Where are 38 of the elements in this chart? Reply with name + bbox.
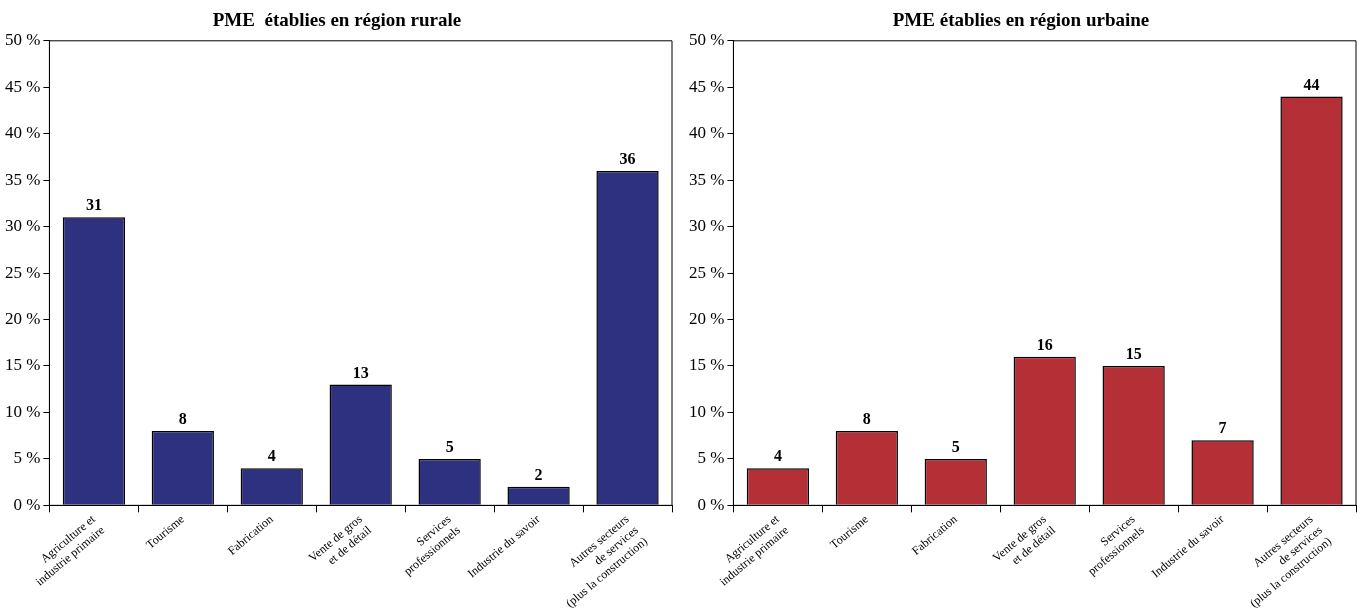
- y-tick-label: 50 %: [688, 30, 725, 50]
- y-tick-label: 10 %: [688, 401, 725, 421]
- data-label: 7: [1218, 419, 1227, 437]
- data-label: 44: [1303, 75, 1320, 93]
- data-label: 4: [267, 447, 276, 465]
- data-label: 36: [619, 150, 636, 168]
- y-tick-label: 30 %: [4, 216, 41, 236]
- y-tick-label: 20 %: [688, 309, 725, 328]
- y-tick-label: 20 %: [4, 309, 41, 328]
- data-label: 2: [534, 465, 543, 483]
- data-label: 31: [85, 196, 102, 214]
- y-tick-label: 35 %: [688, 169, 725, 189]
- y-tick-label: 0 %: [13, 494, 41, 514]
- data-label: 5: [951, 438, 960, 456]
- data-label: 8: [178, 410, 187, 428]
- y-tick-label: 30 %: [688, 216, 725, 236]
- y-tick-label: 15 %: [4, 355, 41, 375]
- chart-title: PME établies en région rurale: [212, 9, 462, 31]
- y-tick-label: 50 %: [4, 30, 41, 50]
- y-tick-label: 25 %: [4, 262, 41, 282]
- y-tick-label: 45 %: [688, 76, 725, 96]
- y-tick-label: 10 %: [4, 401, 41, 421]
- y-tick-label: 25 %: [688, 262, 725, 282]
- data-label: 15: [1125, 345, 1142, 363]
- y-tick-label: 40 %: [688, 123, 725, 143]
- chart-title: PME établies en région urbaine: [892, 9, 1150, 31]
- y-tick-label: 0 %: [697, 494, 725, 514]
- y-tick-label: 5 %: [697, 448, 725, 468]
- y-tick-label: 40 %: [4, 123, 41, 143]
- data-label: 13: [352, 363, 369, 381]
- data-label: 5: [445, 438, 454, 456]
- y-tick-label: 15 %: [688, 355, 725, 375]
- y-tick-label: 45 %: [4, 76, 41, 96]
- data-label: 4: [773, 447, 782, 465]
- y-tick-label: 5 %: [13, 448, 41, 468]
- data-label: 16: [1036, 335, 1053, 353]
- data-label: 8: [862, 410, 871, 428]
- y-tick-label: 35 %: [4, 169, 41, 189]
